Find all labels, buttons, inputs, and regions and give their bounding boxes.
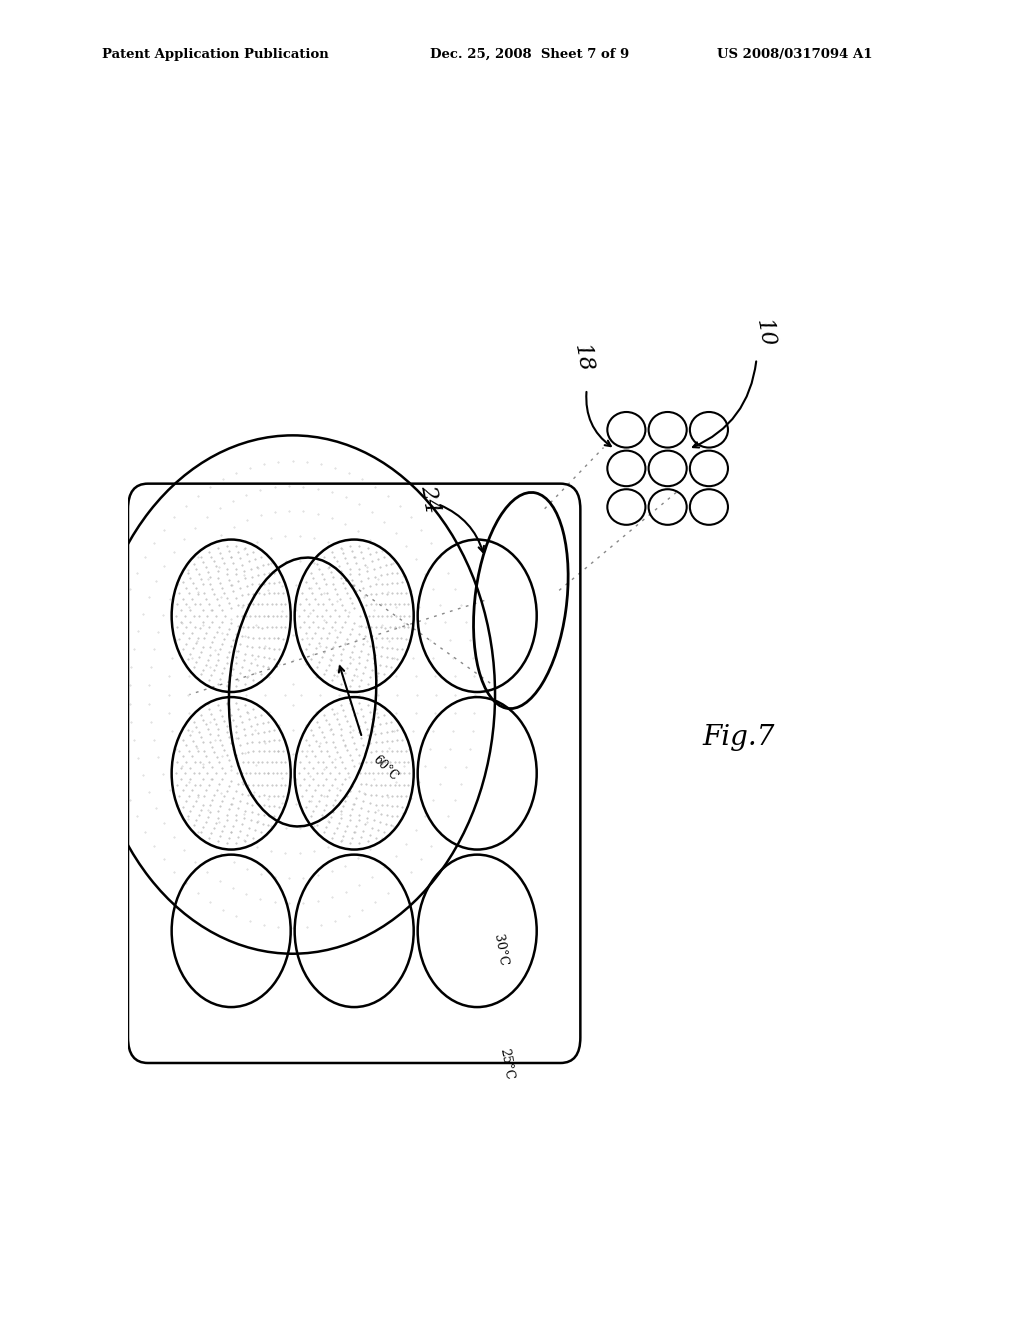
Text: 60°C: 60°C bbox=[370, 752, 400, 783]
Text: Dec. 25, 2008  Sheet 7 of 9: Dec. 25, 2008 Sheet 7 of 9 bbox=[430, 48, 630, 61]
Text: 10: 10 bbox=[752, 317, 778, 348]
Text: Patent Application Publication: Patent Application Publication bbox=[102, 48, 329, 61]
Text: 30°C: 30°C bbox=[492, 933, 509, 968]
Text: Fig.7: Fig.7 bbox=[702, 725, 775, 751]
Text: 24: 24 bbox=[417, 483, 442, 515]
Text: US 2008/0317094 A1: US 2008/0317094 A1 bbox=[717, 48, 872, 61]
Text: 25°C: 25°C bbox=[498, 1048, 516, 1081]
Text: 18: 18 bbox=[569, 342, 596, 374]
